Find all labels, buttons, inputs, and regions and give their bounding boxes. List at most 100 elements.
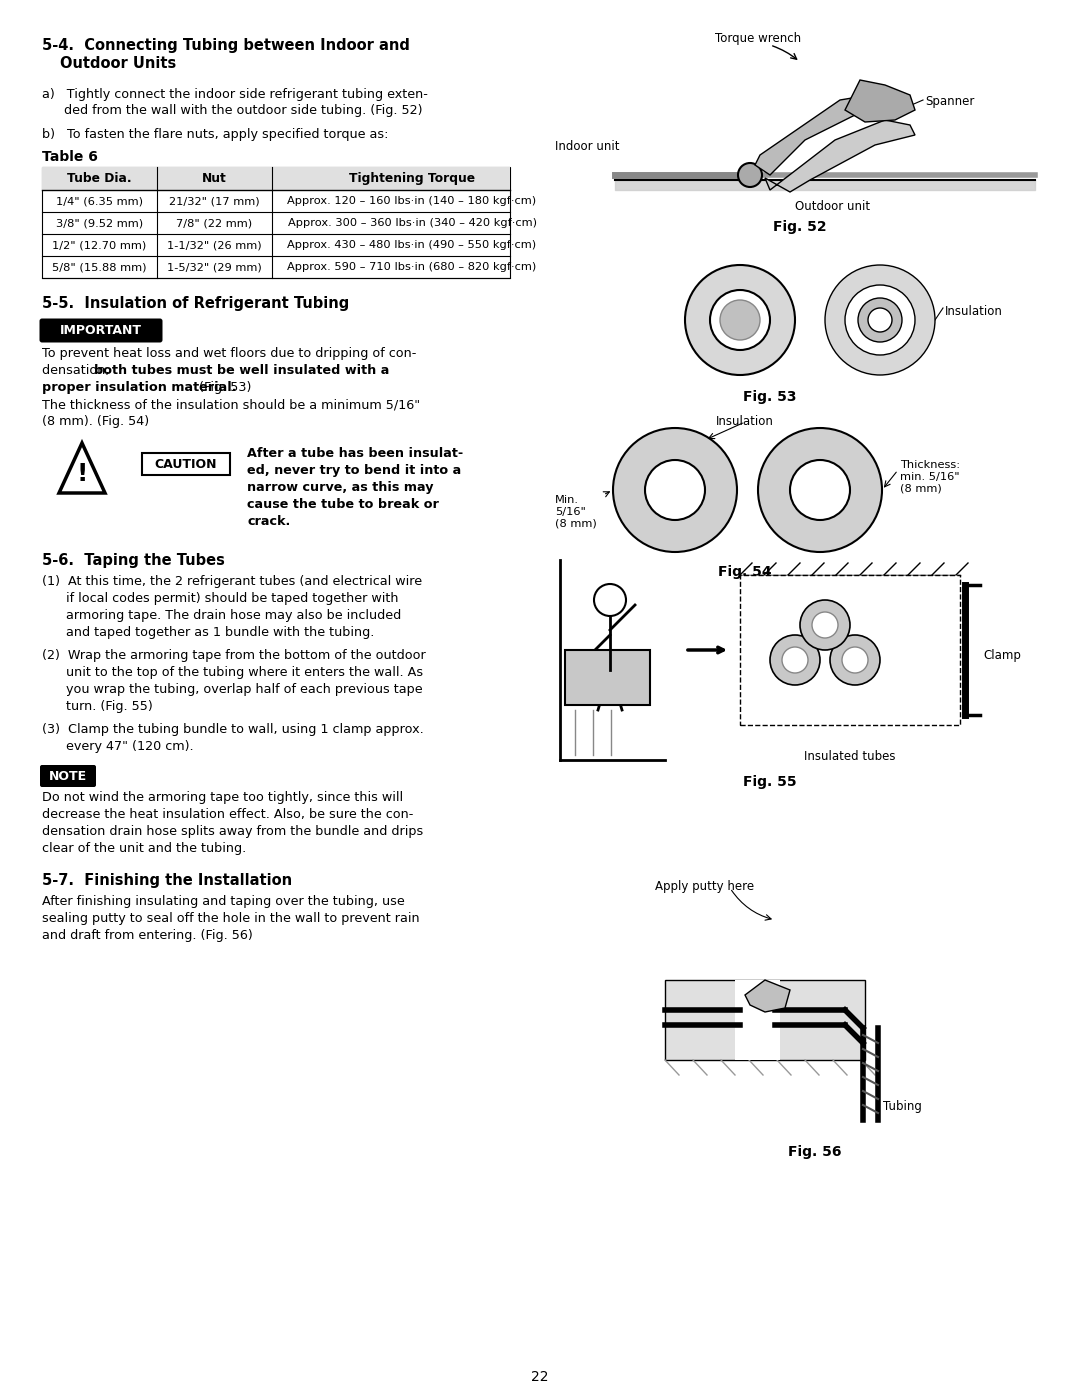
Text: sealing putty to seal off the hole in the wall to prevent rain: sealing putty to seal off the hole in th… [42, 912, 420, 925]
Text: ded from the wall with the outdoor side tubing. (Fig. 52): ded from the wall with the outdoor side … [64, 103, 422, 117]
Text: Nut: Nut [202, 172, 227, 184]
Text: To prevent heat loss and wet floors due to dripping of con-: To prevent heat loss and wet floors due … [42, 346, 417, 360]
Circle shape [868, 307, 892, 332]
Circle shape [831, 636, 880, 685]
Text: (8 mm). (Fig. 54): (8 mm). (Fig. 54) [42, 415, 149, 427]
Bar [42, 168, 510, 190]
Text: Approx. 120 – 160 lbs·in (140 – 180 kgf·cm): Approx. 120 – 160 lbs·in (140 – 180 kgf·… [287, 196, 537, 205]
Text: Spanner: Spanner [924, 95, 974, 108]
Text: NOTE: NOTE [49, 770, 87, 782]
Text: 22: 22 [531, 1370, 549, 1384]
Text: Approx. 300 – 360 lbs·in (340 – 420 kgf·cm): Approx. 300 – 360 lbs·in (340 – 420 kgf·… [287, 218, 537, 228]
Text: ed, never try to bend it into a: ed, never try to bend it into a [247, 464, 461, 476]
Circle shape [825, 265, 935, 374]
Text: 1/4" (6.35 mm): 1/4" (6.35 mm) [56, 196, 143, 205]
Circle shape [720, 300, 760, 339]
Text: Tube Dia.: Tube Dia. [67, 172, 132, 184]
Circle shape [770, 636, 820, 685]
Circle shape [710, 291, 770, 351]
Polygon shape [755, 95, 875, 175]
Text: (3)  Clamp the tubing bundle to wall, using 1 clamp approx.: (3) Clamp the tubing bundle to wall, usi… [42, 724, 423, 736]
Text: you wrap the tubing, overlap half of each previous tape: you wrap the tubing, overlap half of eac… [42, 683, 422, 696]
Text: Insulation: Insulation [945, 305, 1003, 319]
Text: Fig. 54: Fig. 54 [718, 564, 772, 578]
Text: 21/32" (17 mm): 21/32" (17 mm) [170, 196, 260, 205]
Text: a)   Tightly connect the indoor side refrigerant tubing exten-: a) Tightly connect the indoor side refri… [42, 88, 428, 101]
Circle shape [845, 285, 915, 355]
Polygon shape [765, 120, 915, 191]
Text: Torque wrench: Torque wrench [715, 32, 801, 45]
Text: Thickness:
min. 5/16"
(8 mm): Thickness: min. 5/16" (8 mm) [900, 460, 960, 493]
Text: (1)  At this time, the 2 refrigerant tubes (and electrical wire: (1) At this time, the 2 refrigerant tube… [42, 576, 422, 588]
Text: and taped together as 1 bundle with the tubing.: and taped together as 1 bundle with the … [42, 626, 375, 638]
Text: Approx. 430 – 480 lbs·in (490 – 550 kgf·cm): Approx. 430 – 480 lbs·in (490 – 550 kgf·… [287, 240, 537, 250]
Text: Approx. 590 – 710 lbs·in (680 – 820 kgf·cm): Approx. 590 – 710 lbs·in (680 – 820 kgf·… [287, 263, 537, 272]
Text: b)   To fasten the flare nuts, apply specified torque as:: b) To fasten the flare nuts, apply speci… [42, 129, 389, 141]
Text: Table 6: Table 6 [42, 149, 98, 163]
Circle shape [782, 647, 808, 673]
Text: crack.: crack. [247, 515, 291, 528]
Text: Fig. 52: Fig. 52 [773, 219, 827, 235]
Circle shape [800, 599, 850, 650]
Text: (Fig. 53): (Fig. 53) [195, 381, 252, 394]
FancyBboxPatch shape [40, 319, 162, 342]
Text: Tightening Torque: Tightening Torque [349, 172, 475, 184]
Text: Fig. 53: Fig. 53 [743, 390, 797, 404]
Text: The thickness of the insulation should be a minimum 5/16": The thickness of the insulation should b… [42, 398, 420, 411]
Text: Insulated tubes: Insulated tubes [805, 750, 895, 763]
Text: Clamp: Clamp [983, 648, 1021, 662]
Bar [665, 981, 865, 1060]
Circle shape [594, 584, 626, 616]
Text: CAUTION: CAUTION [154, 457, 217, 471]
Circle shape [758, 427, 882, 552]
Polygon shape [745, 981, 789, 1011]
Bar [565, 650, 650, 705]
Text: Fig. 55: Fig. 55 [743, 775, 797, 789]
Text: unit to the top of the tubing where it enters the wall. As: unit to the top of the tubing where it e… [42, 666, 423, 679]
Text: turn. (Fig. 55): turn. (Fig. 55) [42, 700, 152, 712]
Bar [141, 453, 230, 475]
Text: densation drain hose splits away from the bundle and drips: densation drain hose splits away from th… [42, 826, 423, 838]
Text: Insulation: Insulation [716, 415, 774, 427]
Text: !: ! [77, 462, 87, 486]
Circle shape [685, 265, 795, 374]
Text: Indoor unit: Indoor unit [555, 140, 620, 154]
Text: 1-1/32" (26 mm): 1-1/32" (26 mm) [167, 240, 261, 250]
Text: 5-7.  Finishing the Installation: 5-7. Finishing the Installation [42, 873, 292, 888]
Text: After finishing insulating and taping over the tubing, use: After finishing insulating and taping ov… [42, 895, 405, 908]
Circle shape [789, 460, 850, 520]
FancyBboxPatch shape [40, 766, 96, 787]
Bar [735, 981, 780, 1060]
Text: 3/8" (9.52 mm): 3/8" (9.52 mm) [56, 218, 143, 228]
Polygon shape [845, 80, 915, 122]
Text: 5-5.  Insulation of Refrigerant Tubing: 5-5. Insulation of Refrigerant Tubing [42, 296, 349, 312]
Text: 7/8" (22 mm): 7/8" (22 mm) [176, 218, 253, 228]
Bar [42, 168, 510, 278]
Circle shape [613, 427, 737, 552]
Text: both tubes must be well insulated with a: both tubes must be well insulated with a [94, 365, 390, 377]
Text: densation,: densation, [42, 365, 113, 377]
Text: decrease the heat insulation effect. Also, be sure the con-: decrease the heat insulation effect. Als… [42, 807, 414, 821]
Text: if local codes permit) should be taped together with: if local codes permit) should be taped t… [42, 592, 399, 605]
Text: 5-6.  Taping the Tubes: 5-6. Taping the Tubes [42, 553, 225, 569]
Text: armoring tape. The drain hose may also be included: armoring tape. The drain hose may also b… [42, 609, 402, 622]
Text: After a tube has been insulat-: After a tube has been insulat- [247, 447, 463, 460]
Text: 1/2" (12.70 mm): 1/2" (12.70 mm) [52, 240, 147, 250]
Polygon shape [59, 443, 105, 493]
Text: IMPORTANT: IMPORTANT [60, 324, 141, 338]
Text: every 47" (120 cm).: every 47" (120 cm). [42, 740, 193, 753]
Text: narrow curve, as this may: narrow curve, as this may [247, 481, 433, 495]
Circle shape [738, 163, 762, 187]
Circle shape [812, 612, 838, 638]
Text: proper insulation material.: proper insulation material. [42, 381, 237, 394]
Text: Outdoor unit: Outdoor unit [795, 200, 870, 212]
Text: 5-4.  Connecting Tubing between Indoor and: 5-4. Connecting Tubing between Indoor an… [42, 38, 410, 53]
Text: clear of the unit and the tubing.: clear of the unit and the tubing. [42, 842, 246, 855]
Text: 5/8" (15.88 mm): 5/8" (15.88 mm) [52, 263, 147, 272]
Bar [740, 576, 960, 725]
Text: (2)  Wrap the armoring tape from the bottom of the outdoor: (2) Wrap the armoring tape from the bott… [42, 650, 426, 662]
Text: 1-5/32" (29 mm): 1-5/32" (29 mm) [167, 263, 261, 272]
Text: Do not wind the armoring tape too tightly, since this will: Do not wind the armoring tape too tightl… [42, 791, 403, 805]
Text: Min.
5/16"
(8 mm): Min. 5/16" (8 mm) [555, 495, 597, 528]
Text: Apply putty here: Apply putty here [654, 880, 754, 893]
